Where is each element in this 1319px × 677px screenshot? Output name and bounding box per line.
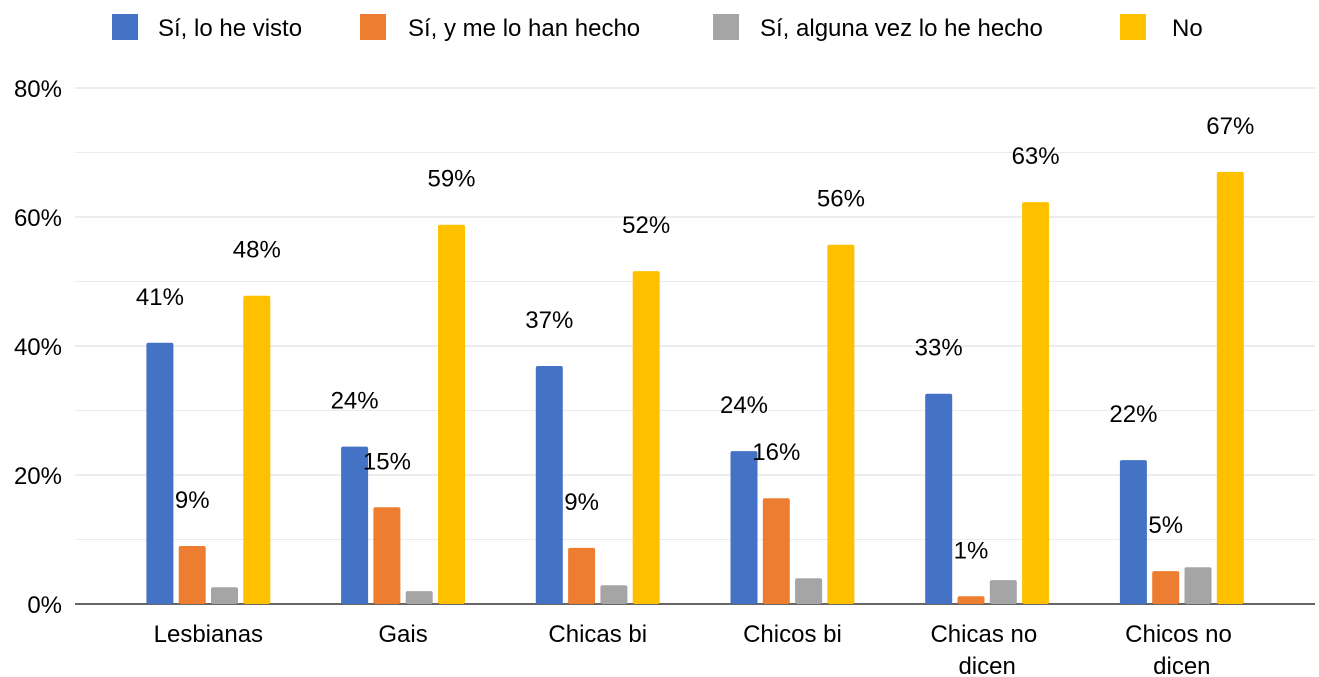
y-tick-label: 60% (14, 205, 62, 232)
bar (827, 244, 855, 605)
legend-label: No (1172, 15, 1203, 42)
legend-swatch (360, 14, 386, 40)
y-tick-label: 0% (27, 592, 62, 619)
bar (178, 545, 206, 604)
data-label: 22% (1109, 401, 1157, 428)
bar (925, 393, 953, 604)
legend-label: Sí, y me lo han hecho (408, 15, 640, 42)
bar (405, 591, 433, 604)
data-label: 9% (175, 487, 210, 514)
data-label: 63% (1012, 143, 1060, 170)
data-label: 9% (564, 489, 599, 516)
bar (1022, 202, 1050, 605)
data-label: 5% (1148, 512, 1183, 539)
data-label: 67% (1206, 113, 1254, 140)
y-tick-label: 20% (14, 463, 62, 490)
y-tick-label: 40% (14, 334, 62, 361)
data-label: 15% (363, 448, 411, 475)
bar (535, 365, 563, 604)
x-tick-label: Lesbianas (154, 621, 263, 648)
x-tick-label: Chicos no dicen (1125, 621, 1238, 677)
bar (600, 585, 628, 604)
x-tick-label: Chicas bi (548, 621, 647, 648)
bar (762, 498, 790, 604)
bar (1119, 460, 1147, 604)
legend-label: Sí, alguna vez lo he hecho (760, 15, 1043, 42)
x-tick-label: Gais (378, 621, 427, 648)
legend-swatch (112, 14, 138, 40)
data-label: 33% (915, 335, 963, 362)
data-label: 37% (525, 307, 573, 334)
x-tick-label: Chicos bi (743, 621, 842, 648)
bar (438, 224, 465, 605)
data-label: 56% (817, 186, 865, 213)
y-tick-label: 80% (14, 76, 62, 103)
data-label: 24% (331, 388, 379, 415)
data-label: 52% (622, 212, 670, 239)
data-label: 16% (752, 439, 800, 466)
bar (211, 587, 238, 604)
bar (341, 446, 369, 604)
bar (730, 451, 758, 604)
bar (1152, 571, 1180, 604)
bar (373, 507, 401, 604)
bar (1216, 171, 1244, 604)
legend-swatch (713, 14, 739, 40)
data-label: 59% (427, 166, 475, 193)
bar (957, 596, 985, 604)
data-label: 48% (233, 237, 281, 264)
bar (632, 271, 660, 604)
legend-label: Sí, lo he visto (158, 15, 302, 42)
bar (243, 295, 271, 604)
bar (568, 547, 596, 604)
x-tick-label: Chicas no dicen (930, 621, 1043, 677)
data-label: 1% (954, 537, 989, 564)
bar (795, 578, 823, 604)
legend-swatch (1120, 14, 1146, 40)
bar (989, 580, 1017, 604)
data-label: 24% (720, 392, 768, 419)
bar (146, 342, 174, 604)
bar (1184, 567, 1212, 604)
data-label: 41% (136, 284, 184, 311)
